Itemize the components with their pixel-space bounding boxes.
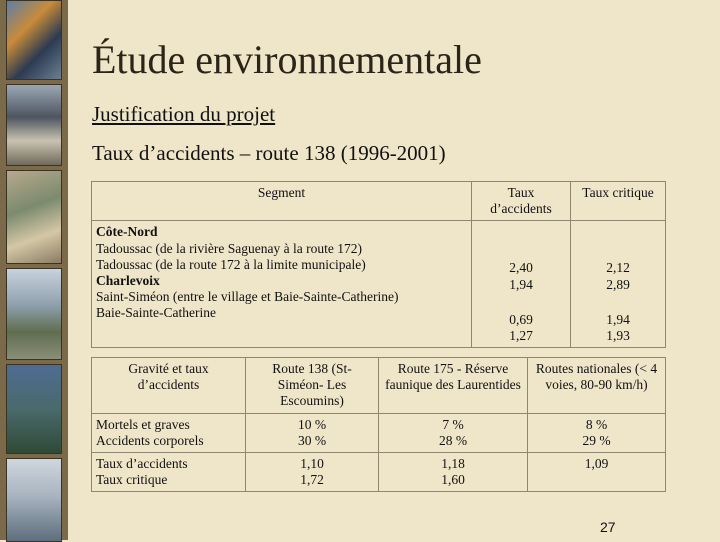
segment-row: Baie-Sainte-Catherine — [96, 305, 216, 321]
value: 7 % — [442, 416, 464, 432]
value: 8 % — [585, 416, 608, 432]
taux-value: 0,69 — [509, 311, 533, 327]
value: 28 % — [438, 432, 468, 448]
value: 1,60 — [441, 472, 465, 488]
photo-tunnel — [6, 84, 62, 166]
row-label: Taux critique — [96, 472, 168, 488]
header-segment: Segment — [91, 180, 472, 222]
taux-value: 1,94 — [509, 276, 533, 292]
header-nationales: Routes nationales (< 4 voies, 80-90 km/h… — [527, 357, 666, 414]
header-gravite: Gravité et taux d’accidents — [91, 357, 246, 414]
critique-cell: 2,12 2,89 1,94 1,93 — [570, 220, 666, 349]
critique-value: 1,93 — [606, 327, 630, 343]
label-cell: Mortels et graves Accidents corporels — [91, 412, 246, 453]
slide-title: Étude environnementale — [92, 37, 482, 82]
taux-value: 1,27 — [509, 327, 533, 343]
value: 29 % — [582, 432, 611, 448]
value: 30 % — [297, 432, 327, 448]
value-cell: 1,18 1,60 — [378, 451, 528, 493]
value-cell: 8 % 29 % — [527, 412, 666, 453]
photo-strip — [0, 0, 68, 542]
photo-workers — [6, 0, 62, 80]
value: 1,10 — [300, 455, 324, 471]
row-label: Accidents corporels — [96, 432, 204, 448]
row-label: Mortels et graves — [96, 416, 190, 432]
label-cell: Taux d’accidents Taux critique — [91, 451, 246, 493]
value: 1,09 — [584, 455, 609, 471]
header-taux: Taux d’accidents — [471, 180, 571, 222]
page-number: 27 — [600, 519, 616, 535]
photo-rock-cut — [6, 170, 62, 264]
segment-row: Tadoussac (de la route 172 à la limite m… — [96, 256, 366, 272]
taux-cell: 2,40 1,94 0,69 1,27 — [471, 220, 571, 349]
header-critique: Taux critique — [570, 180, 666, 222]
slide-subtitle: Justification du projet — [92, 102, 276, 126]
photo-river — [6, 458, 62, 542]
critique-value: 1,94 — [606, 311, 630, 327]
header-route138: Route 138 (St-Siméon- Les Escoumins) — [245, 357, 379, 414]
value: 1,72 — [300, 472, 324, 488]
value-cell: 7 % 28 % — [378, 412, 528, 453]
row-label: Taux d’accidents — [96, 455, 188, 471]
photo-building — [6, 268, 62, 360]
accident-rate-table: Segment Taux d’accidents Taux critique C… — [91, 180, 666, 349]
group-name-cote-nord: Côte-Nord — [96, 224, 158, 240]
severity-table: Gravité et taux d’accidents Route 138 (S… — [91, 357, 666, 493]
segment-row: Tadoussac (de la rivière Saguenay à la r… — [96, 240, 362, 256]
value-cell: 1,09 — [527, 451, 666, 493]
segment-row: Saint-Siméon (entre le village et Baie-S… — [96, 289, 399, 305]
group-name-charlevoix: Charlevoix — [96, 272, 160, 288]
header-route175: Route 175 - Réserve faunique des Laurent… — [378, 357, 528, 414]
critique-value: 2,89 — [606, 276, 630, 292]
value-cell: 10 % 30 % — [245, 412, 379, 453]
value: 10 % — [297, 416, 327, 432]
taux-value: 2,40 — [509, 260, 533, 276]
slide-heading: Taux d’accidents – route 138 (1996-2001) — [92, 141, 446, 165]
value-cell: 1,10 1,72 — [245, 451, 379, 493]
critique-value: 2,12 — [606, 260, 630, 276]
photo-landscape — [6, 364, 62, 454]
segment-cell-cote-nord: Côte-Nord Tadoussac (de la rivière Sague… — [91, 220, 472, 349]
value: 1,18 — [441, 455, 465, 471]
